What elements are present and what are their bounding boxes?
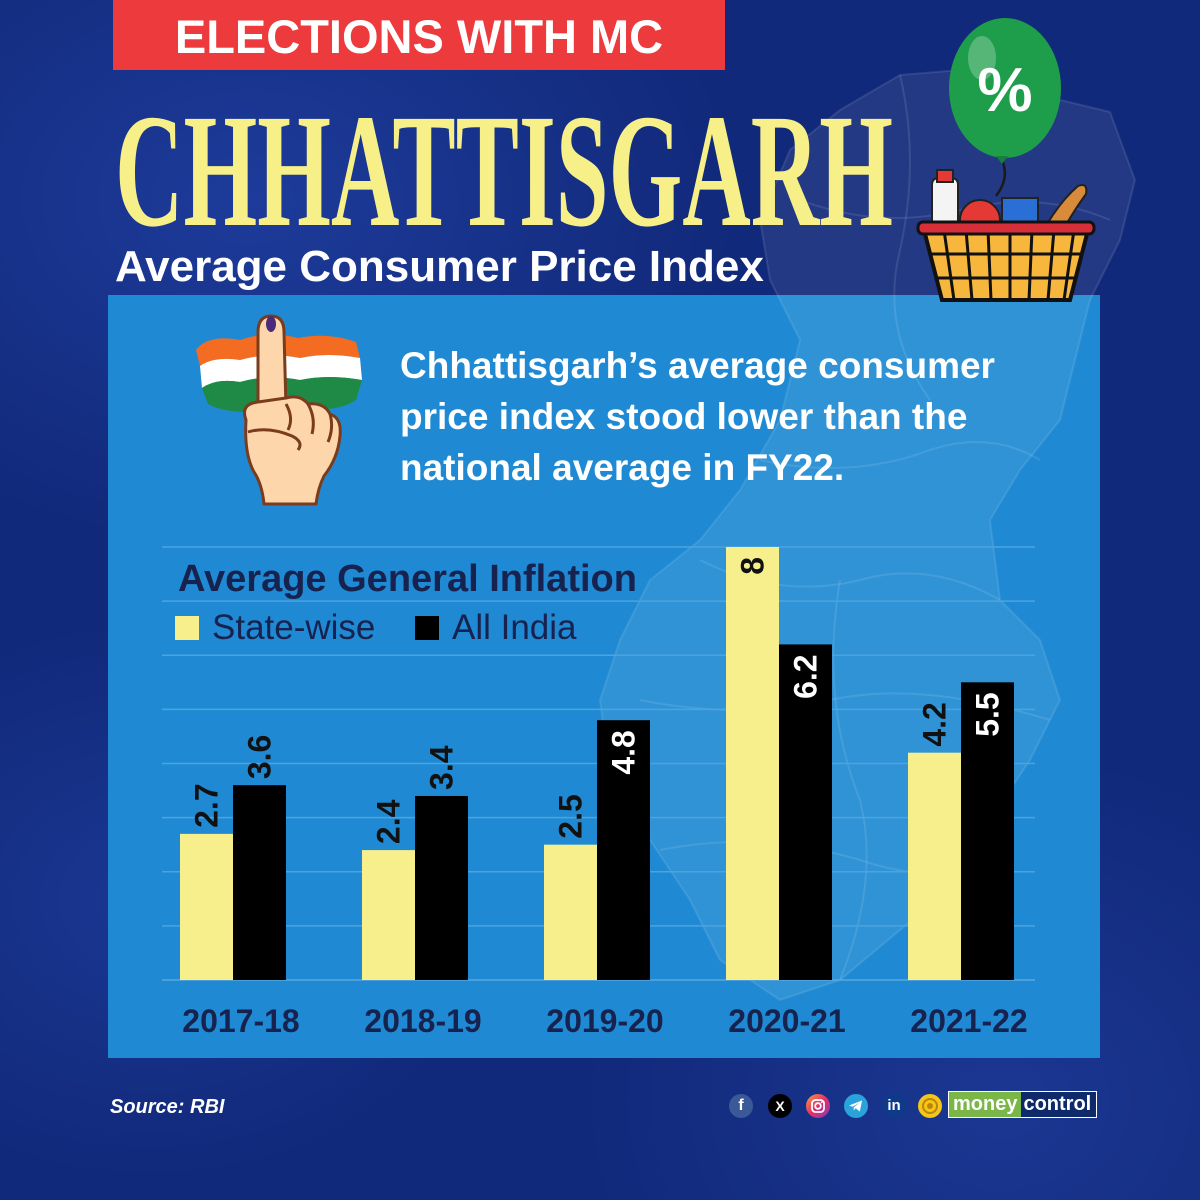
instagram-icon[interactable] (806, 1094, 830, 1118)
basket-icon (916, 169, 1096, 302)
balloon-highlight (968, 36, 996, 80)
instagram-glyph (811, 1099, 825, 1113)
linkedin-icon[interactable]: in (882, 1094, 906, 1118)
legend-swatch-state-wise (175, 616, 199, 640)
coin-icon[interactable] (918, 1094, 942, 1118)
legend-label-state-wise: State-wise (212, 608, 376, 647)
logo-part-money: money (949, 1092, 1022, 1117)
balloon-icon (949, 18, 1061, 158)
voting-hand-icon (196, 314, 362, 506)
moneycontrol-logo[interactable]: money control (948, 1091, 1098, 1118)
chart-title: Average General Inflation (178, 558, 637, 600)
summary-line: Chhattisgarh’s average consumer (400, 345, 995, 386)
hand (243, 314, 342, 506)
balloon-knot (996, 156, 1008, 164)
legend-swatch-all-india (415, 616, 439, 640)
percent-symbol: % (977, 56, 1032, 125)
telegram-glyph (849, 1100, 862, 1112)
page-subtitle: Average Consumer Price Index (115, 242, 764, 291)
summary-line: price index stood lower than the (400, 396, 968, 437)
summary-line: national average in FY22. (400, 447, 845, 488)
state-title-text: CHHATTISGARH (115, 100, 893, 240)
inflation-balloon-basket-illustration: % (916, 18, 1096, 302)
series-banner: ELECTIONS WITH MC (113, 0, 725, 70)
state-title: CHHATTISGARH (115, 100, 893, 240)
coin-glyph (922, 1098, 938, 1114)
balloon-string (995, 159, 1007, 197)
summary-text: Chhattisgarh’s average consumer price in… (400, 340, 995, 493)
x-icon[interactable]: X (768, 1094, 792, 1118)
logo-part-control: control (1021, 1092, 1097, 1117)
facebook-icon[interactable]: f (729, 1094, 753, 1118)
source-note: Source: RBI (110, 1096, 225, 1118)
ink-mark (266, 316, 276, 332)
legend-label-all-india: All India (452, 608, 577, 647)
telegram-icon[interactable] (844, 1094, 868, 1118)
